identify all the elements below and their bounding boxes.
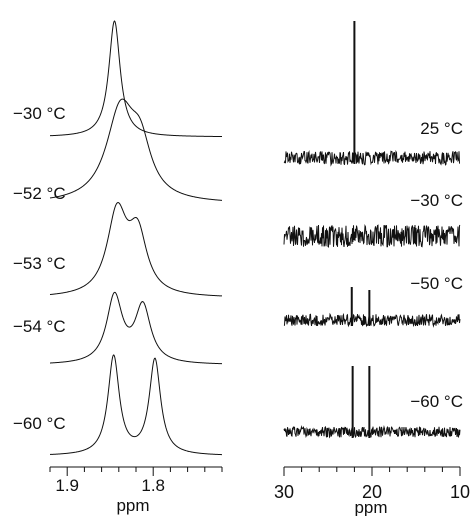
left-trace-line (49, 20, 223, 138)
right-trace-noise (283, 424, 461, 439)
right-tick-label: 20 (362, 482, 382, 502)
right-spectra-panel: 25 °C −30 °C −50 °C −60 °C 30 20 10 ppm (274, 21, 470, 516)
left-trace-label: −54 °C (13, 317, 66, 336)
right-traces (283, 21, 461, 439)
left-tick-label: 1.8 (141, 476, 165, 495)
left-x-ticks: 1.9 1.8 (49, 467, 223, 495)
right-trace-labels: 25 °C −30 °C −50 °C −60 °C (410, 119, 463, 411)
left-trace-label: −52 °C (13, 184, 66, 203)
right-trace-noise (283, 312, 461, 328)
left-trace-label: −60 °C (13, 414, 66, 433)
left-x-axis-label: ppm (116, 496, 149, 515)
right-x-ticks: 30 20 10 (274, 467, 470, 502)
left-trace-line (49, 202, 223, 297)
right-trace-label: −30 °C (410, 191, 463, 210)
right-tick-label: 10 (450, 482, 470, 502)
left-trace-line (49, 98, 223, 201)
left-spectra-panel: −30 °C −52 °C −53 °C −54 °C −60 °C 1.9 1.8 pp… (13, 20, 223, 515)
right-trace-label: 25 °C (420, 119, 463, 138)
right-trace-noise (283, 224, 461, 248)
left-trace-label: −30 °C (13, 104, 66, 123)
left-tick-label: 1.9 (55, 476, 79, 495)
right-trace-noise (283, 149, 461, 167)
left-trace-line (49, 291, 223, 365)
right-x-axis-label: ppm (354, 498, 387, 516)
left-trace-label: −53 °C (13, 254, 66, 273)
right-trace-label: −60 °C (410, 392, 463, 411)
left-trace-labels: −30 °C −52 °C −53 °C −54 °C −60 °C (13, 104, 66, 433)
left-trace-line (49, 354, 223, 456)
right-trace-label: −50 °C (410, 274, 463, 293)
right-tick-label: 30 (274, 482, 294, 502)
left-traces (49, 20, 223, 456)
